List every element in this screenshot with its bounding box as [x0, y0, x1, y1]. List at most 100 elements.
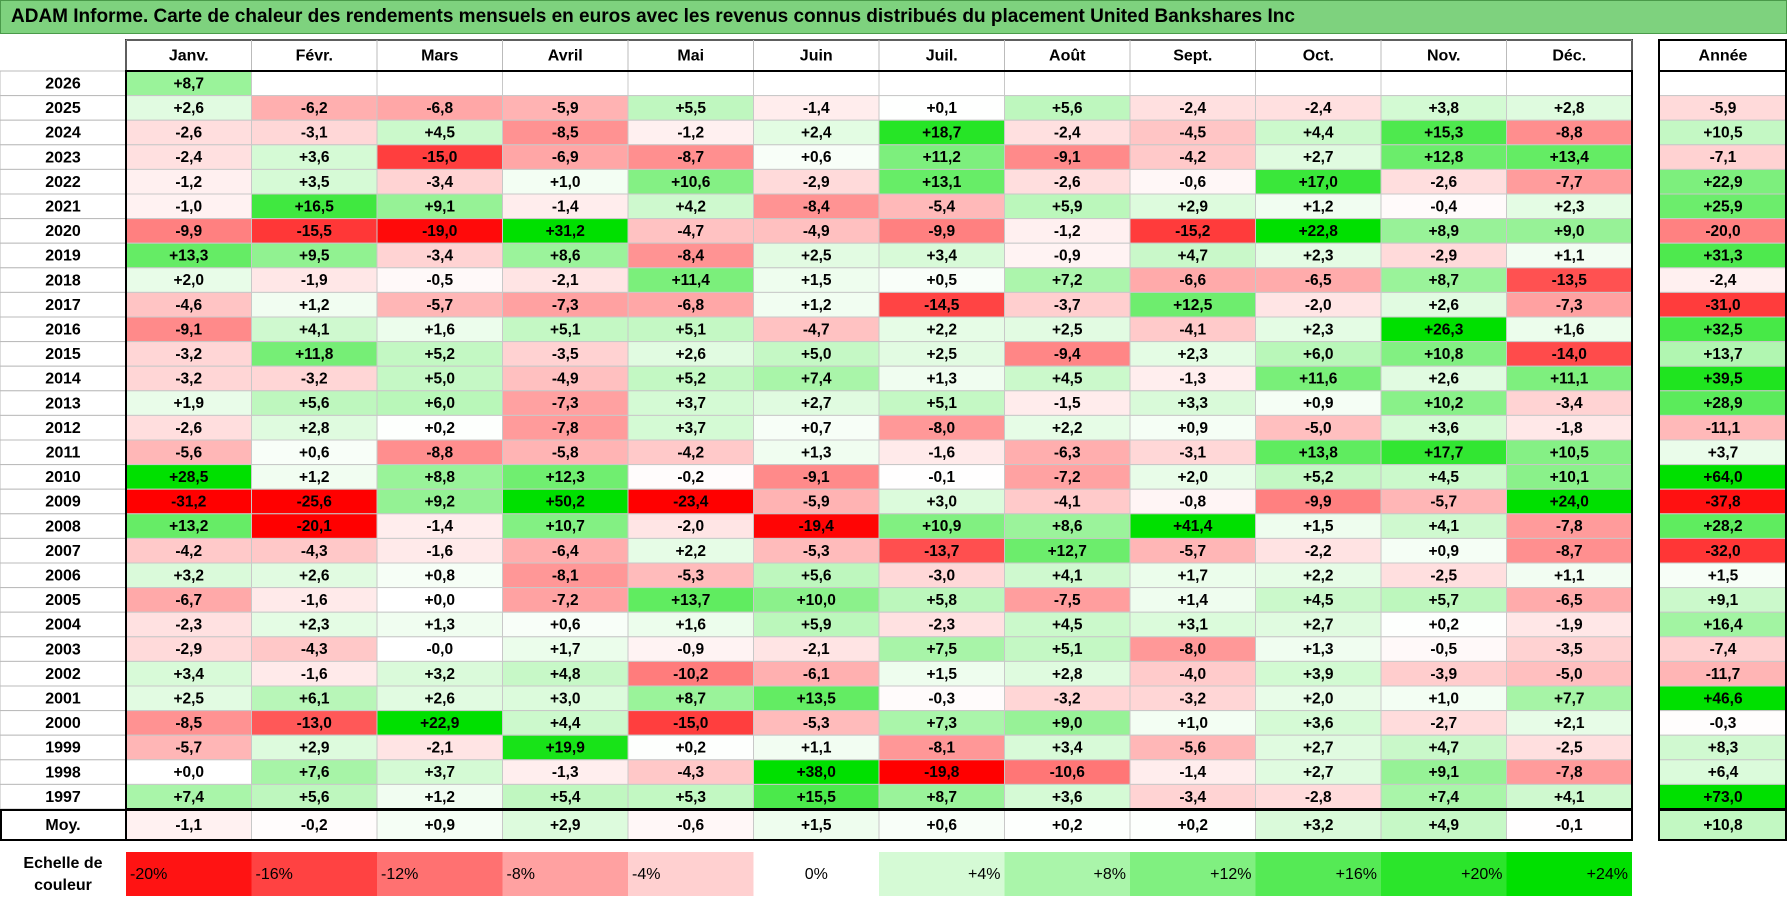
annual-cell: [1658, 611, 1787, 638]
page-title: ADAM Informe. Carte de chaleur des rende…: [11, 6, 1295, 27]
heat-cell: [1380, 759, 1507, 785]
heat-value: -19,8: [924, 764, 960, 781]
heat-value: -8,8: [426, 444, 453, 461]
heat-value: +6,0: [424, 395, 455, 412]
heat-cell: [1380, 734, 1507, 761]
annual-value: -7,1: [1710, 149, 1737, 166]
heat-cell: [753, 144, 880, 170]
scale-swatch: [1130, 852, 1256, 896]
annual-value: +13,7: [1703, 346, 1742, 363]
heat-cell: [878, 70, 1005, 97]
heat-value: +2,6: [675, 346, 706, 363]
scale-step-label: -4%: [632, 866, 660, 883]
heat-cell: [1129, 168, 1256, 195]
heat-value: -8,5: [175, 715, 202, 732]
heat-value: +13,3: [169, 248, 209, 265]
heat-value: +0,8: [424, 567, 455, 584]
heat-value: +13,4: [1550, 149, 1590, 166]
heat-value: +2,7: [801, 395, 832, 412]
heat-value: +8,7: [173, 75, 204, 92]
heat-value: +3,9: [1303, 666, 1334, 683]
heat-cell: [1380, 439, 1507, 466]
heat-value: +2,3: [299, 617, 330, 634]
month-header-1: Janv.: [169, 48, 209, 65]
heat-value: -7,8: [1556, 518, 1583, 535]
heat-value: +1,2: [299, 469, 330, 486]
heat-cell: [376, 414, 503, 441]
heat-cell: [1004, 537, 1131, 564]
annual-value: +73,0: [1703, 789, 1742, 806]
heat-value: +2,3: [1303, 248, 1334, 265]
scale-label-line2: couleur: [34, 877, 92, 894]
heat-cell: [502, 660, 629, 687]
heat-value: -6,8: [677, 297, 704, 314]
title-bar: ADAM Informe. Carte de chaleur des rende…: [0, 0, 1787, 34]
heat-value: +2,0: [1177, 469, 1208, 486]
heat-cell: [502, 636, 629, 662]
heat-value: -1,3: [1179, 371, 1206, 388]
heat-cell: [125, 267, 252, 293]
heat-value: +2,6: [173, 100, 204, 117]
heat-value: +3,4: [1052, 740, 1083, 757]
heat-cell: [1255, 710, 1382, 736]
heat-value: -6,3: [1054, 444, 1081, 461]
heat-cell: [1129, 365, 1256, 392]
year-label-2013: 2013: [45, 395, 81, 412]
heat-value: +1,5: [926, 666, 957, 683]
heat-value: +2,6: [299, 567, 330, 584]
heat-value: -1,2: [175, 174, 202, 191]
heat-cell: [251, 562, 378, 589]
heat-value: -3,2: [175, 371, 202, 388]
heat-value: +5,6: [1052, 100, 1083, 117]
heat-cell: [878, 119, 1005, 146]
heat-cell: [502, 70, 629, 97]
average-value: +0,6: [926, 817, 957, 834]
scale-swatch: [502, 852, 628, 896]
heat-cell: [1004, 291, 1131, 318]
heat-cell: [1380, 144, 1507, 170]
heat-cell: [627, 70, 754, 97]
average-value: +1,5: [801, 817, 832, 834]
heat-value: +7,4: [173, 789, 204, 806]
heat-cell: [627, 660, 754, 687]
heat-value: -8,0: [928, 420, 955, 437]
heat-value: +22,9: [420, 715, 460, 732]
heat-value: -4,2: [677, 444, 704, 461]
heat-cell: [878, 218, 1005, 244]
heat-value: +2,7: [1303, 149, 1334, 166]
heat-value: +11,2: [923, 149, 961, 166]
heat-value: -8,1: [928, 740, 955, 757]
heat-value: +26,3: [1424, 321, 1464, 338]
scale-step-label: +24%: [1587, 866, 1628, 883]
heat-value: +5,1: [926, 395, 957, 412]
heat-cell: [753, 341, 880, 367]
heat-cell: [1129, 267, 1256, 293]
annual-cell: [1658, 316, 1787, 343]
heat-value: +1,6: [1554, 321, 1585, 338]
heat-cell: [627, 759, 754, 785]
heat-cell: [1004, 70, 1131, 97]
heat-cell: [502, 390, 629, 416]
heat-value: +5,8: [926, 592, 957, 609]
heat-cell: [251, 193, 378, 220]
heat-value: -2,1: [803, 641, 830, 658]
heat-value: -13,7: [924, 543, 959, 560]
heat-value: +3,4: [926, 248, 957, 265]
heat-cell: [251, 587, 378, 613]
heat-value: -3,1: [1179, 444, 1206, 461]
heat-cell: [376, 488, 503, 515]
heat-value: -2,3: [175, 617, 202, 634]
annual-value: +9,1: [1708, 592, 1739, 609]
heat-cell: [627, 341, 754, 367]
year-label-2025: 2025: [45, 100, 81, 117]
heat-cell: [502, 168, 629, 195]
heat-cell: [251, 95, 378, 121]
heat-cell: [125, 685, 252, 712]
heat-cell: [1380, 95, 1507, 121]
heat-value: +2,2: [1052, 420, 1083, 437]
annual-value: +39,5: [1703, 371, 1743, 388]
heat-cell: [251, 513, 378, 539]
heat-cell: [376, 660, 503, 687]
year-label-1998: 1998: [45, 764, 81, 781]
heat-cell: [1506, 70, 1633, 97]
